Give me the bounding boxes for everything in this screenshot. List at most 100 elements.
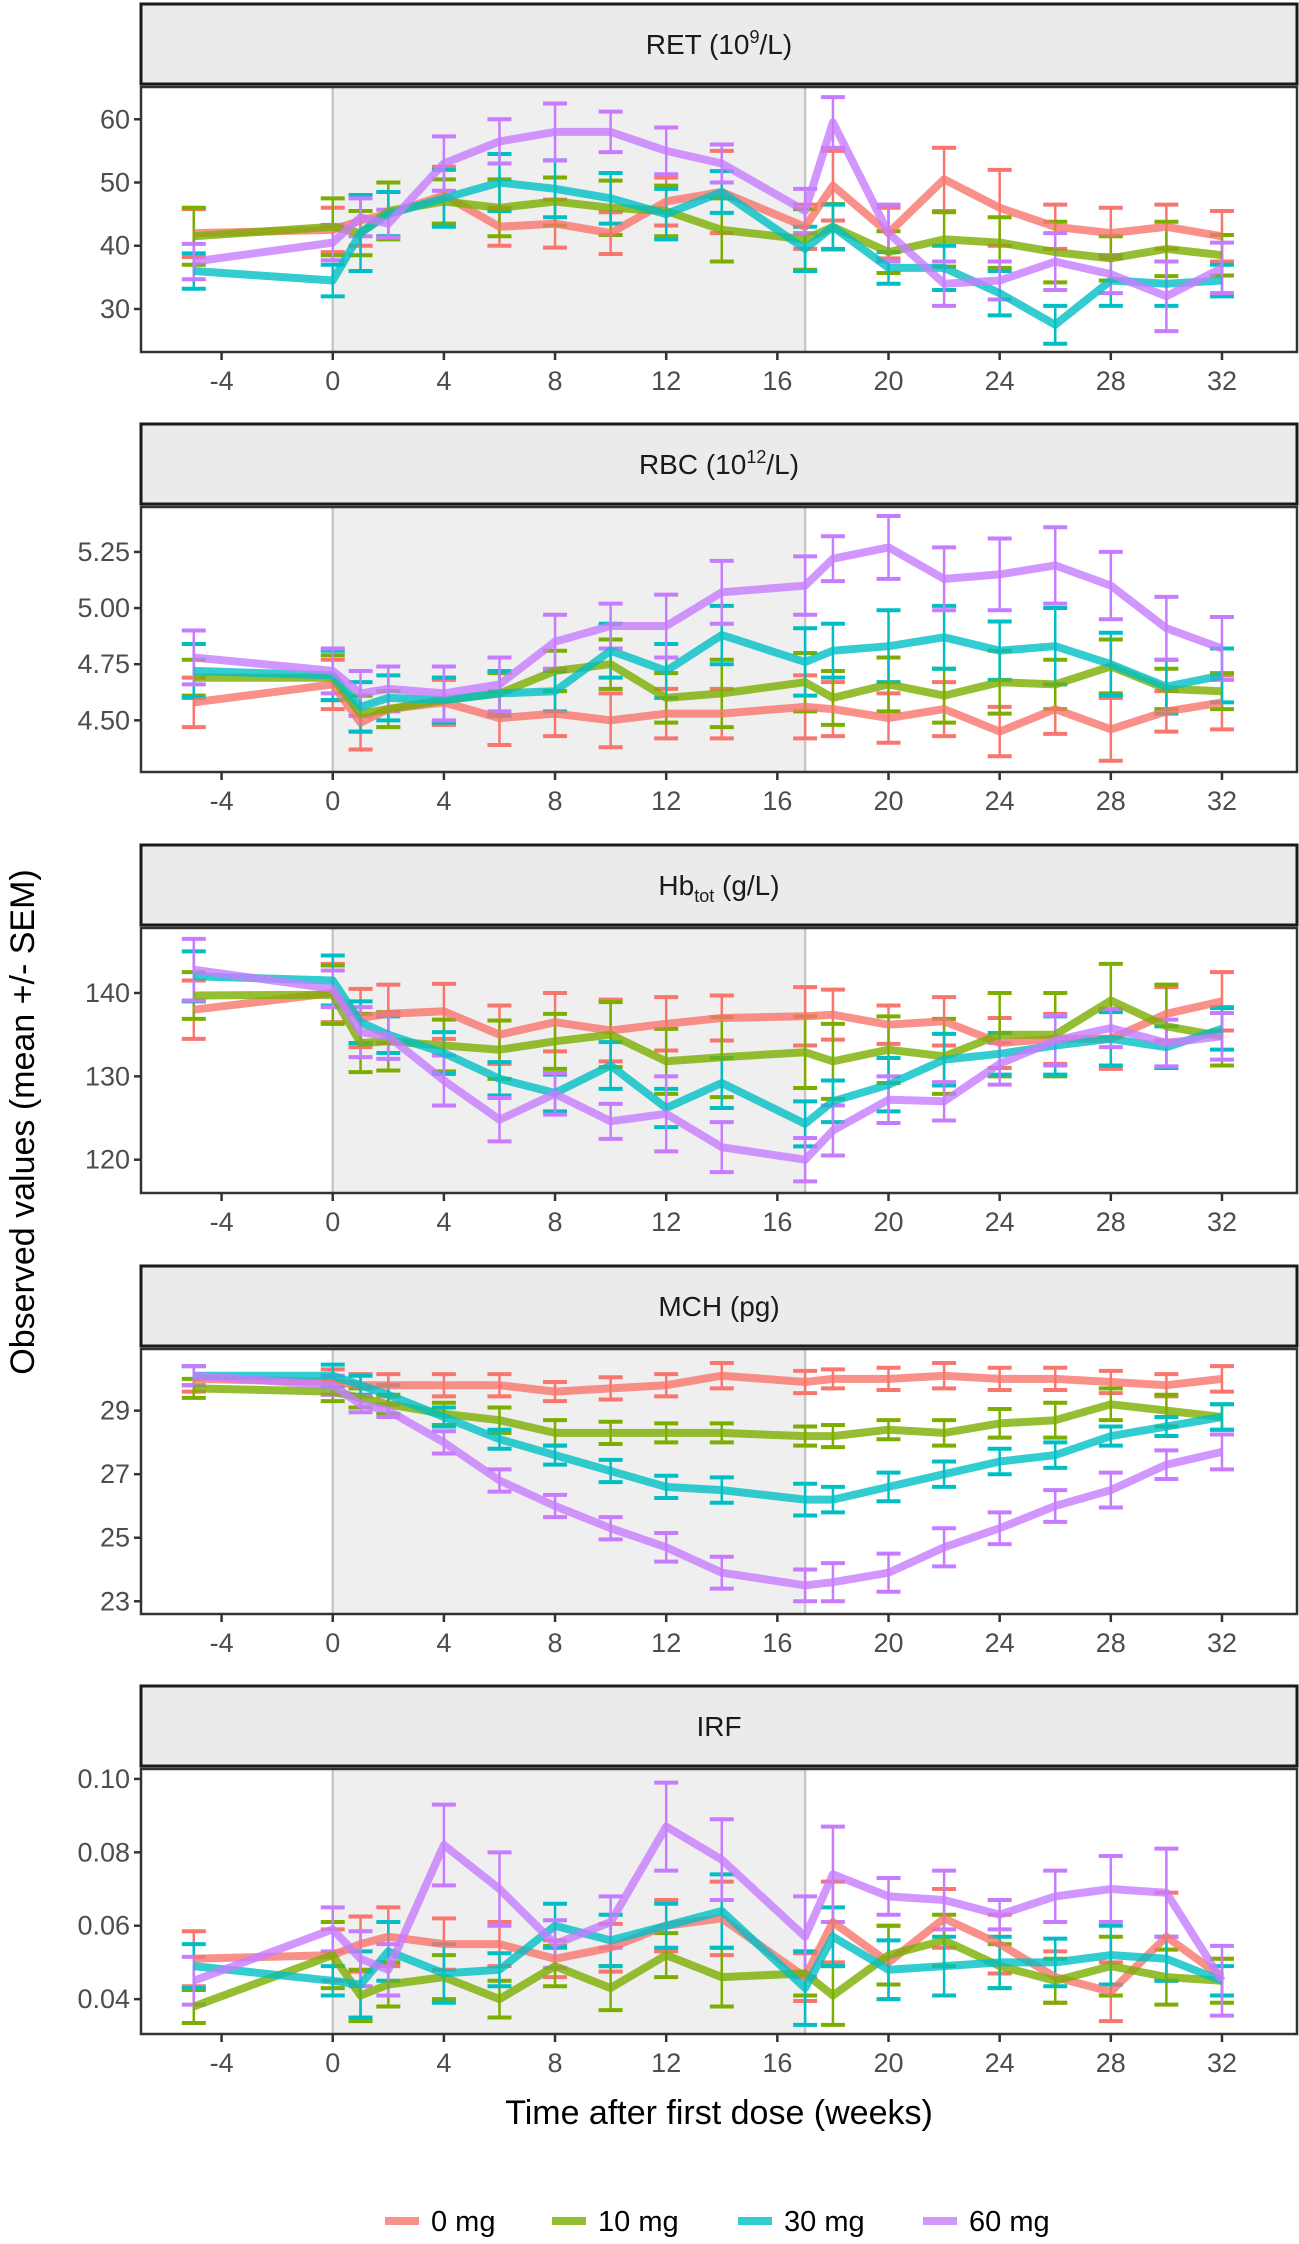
- series-line-60-mg: [193, 543, 1224, 698]
- x-tick-label: 12: [651, 1207, 681, 1237]
- x-tick-label: 8: [548, 786, 563, 816]
- error-bar: [181, 628, 206, 687]
- x-tick-label: 0: [325, 1628, 340, 1658]
- facet-title-text: RBC (10: [639, 449, 746, 480]
- x-tick-label: 16: [762, 1628, 792, 1658]
- x-tick-label: 32: [1207, 366, 1237, 396]
- y-tick-label: 130: [85, 1061, 130, 1091]
- y-tick-label: 120: [85, 1145, 130, 1175]
- x-tick-label: -4: [210, 2048, 234, 2078]
- series-line-10-mg: [193, 660, 1223, 718]
- legend: 0 mg 10 mg 30 mg 60 mg: [385, 2206, 1050, 2238]
- x-tick-label: 24: [985, 1207, 1015, 1237]
- x-tick-label: 12: [651, 786, 681, 816]
- x-tick-label: 16: [762, 1207, 792, 1237]
- x-tick-label: 20: [873, 2048, 903, 2078]
- series-line-0-mg: [193, 1371, 1223, 1396]
- x-tick-label: 32: [1207, 2048, 1237, 2078]
- facet-title-text: IRF: [696, 1711, 741, 1742]
- x-tick-label: 32: [1207, 786, 1237, 816]
- series-line-30-mg: [193, 1371, 1223, 1504]
- series-line-10-mg: [193, 1384, 1223, 1441]
- facet-title-text: RET (10: [646, 29, 750, 60]
- x-tick-label: 8: [548, 1628, 563, 1658]
- legend-item: 10 mg: [552, 2206, 679, 2238]
- legend-item: 60 mg: [923, 2206, 1050, 2238]
- x-tick-label: -4: [210, 786, 234, 816]
- y-tick-label: 4.75: [77, 649, 130, 679]
- x-tick-label: 16: [762, 786, 792, 816]
- y-axis-title: Observed values (mean +/- SEM): [4, 869, 42, 1374]
- y-tick-label: 25: [100, 1523, 130, 1553]
- facet-title-tail: (g/L): [714, 870, 779, 901]
- legend-label: 0 mg: [431, 2206, 495, 2238]
- x-tick-label: 24: [985, 786, 1015, 816]
- x-tick-label: 8: [548, 366, 563, 396]
- series-line-60-mg: [193, 1371, 1223, 1590]
- facet-strip: [139, 422, 1299, 506]
- x-tick-label: 8: [548, 2048, 563, 2078]
- x-tick-label: -4: [210, 366, 234, 396]
- x-axis-title: Time after first dose (weeks): [505, 2094, 933, 2132]
- x-tick-label: 24: [985, 2048, 1015, 2078]
- y-tick-label: 4.50: [77, 705, 130, 735]
- x-tick-label: 4: [436, 2048, 451, 2078]
- series-line-60-mg: [193, 118, 1224, 301]
- legend-item: 30 mg: [738, 2206, 865, 2238]
- panel-border: [139, 1347, 1299, 1616]
- x-tick-label: 12: [651, 2048, 681, 2078]
- y-tick-label: 40: [100, 231, 130, 261]
- facet-title: RBC (1012/L): [639, 447, 799, 480]
- dosing-period-shade: [332, 928, 806, 1193]
- dosing-period-shade: [332, 87, 806, 352]
- x-tick-label: -4: [210, 1207, 234, 1237]
- y-tick-label: 50: [100, 168, 130, 198]
- y-tick-label: 0.04: [77, 1984, 130, 2014]
- x-tick-label: 20: [873, 1628, 903, 1658]
- x-tick-label: 8: [548, 1207, 563, 1237]
- x-tick-label: 0: [325, 1207, 340, 1237]
- facet-strip: [139, 2, 1299, 86]
- y-tick-label: 27: [100, 1459, 130, 1489]
- x-tick-label: 20: [873, 366, 903, 396]
- y-tick-label: 0.10: [77, 1764, 130, 1794]
- series-line-60-mg: [192, 1822, 1226, 1985]
- legend-label: 60 mg: [969, 2206, 1050, 2238]
- series-line-30-mg: [193, 1907, 1224, 1993]
- x-tick-label: 4: [436, 1207, 451, 1237]
- panel-2: Hbtot (g/L) 120 130 140 -4 0 4 8 12 16 20 24 28 32: [85, 843, 1299, 1237]
- x-tick-label: 32: [1207, 1207, 1237, 1237]
- panel-1: RBC (1012/L)4.504.755.005.25-4 0 4 8 12 16 20 2…: [77, 422, 1299, 816]
- x-tick-label: 20: [873, 786, 903, 816]
- y-tick-label: 0.08: [77, 1837, 130, 1867]
- x-tick-label: 0: [325, 2048, 340, 2078]
- facet-title-subscript: tot: [694, 886, 714, 906]
- panel-4: IRF 0.04 0.06 0.08 0.10 -4 0 4 8 12 16 20 24 28 32: [77, 1684, 1299, 2078]
- x-tick-label: 24: [985, 366, 1015, 396]
- dosing-period-shade: [332, 1769, 806, 2034]
- y-tick-label: 5.00: [77, 593, 130, 623]
- facet-title: IRF: [696, 1711, 741, 1742]
- x-tick-label: 16: [762, 366, 792, 396]
- x-tick-label: 24: [985, 1628, 1015, 1658]
- facet-strip: [139, 1684, 1299, 1768]
- x-tick-label: 4: [436, 786, 451, 816]
- facet-title-tail: /L): [766, 449, 799, 480]
- y-tick-label: 29: [100, 1396, 130, 1426]
- x-tick-label: 32: [1207, 1628, 1237, 1658]
- x-tick-label: 16: [762, 2048, 792, 2078]
- series-line-60-mg: [193, 965, 1223, 1164]
- error-bar: [181, 936, 206, 1003]
- facet-title-superscript: 9: [750, 27, 760, 47]
- y-tick-label: 140: [85, 978, 130, 1008]
- facet-title: RET (109/L): [646, 27, 792, 60]
- x-tick-label: 20: [873, 1207, 903, 1237]
- y-tick-label: 60: [100, 104, 130, 134]
- series-line-30-mg: [193, 631, 1223, 711]
- x-tick-label: 0: [325, 786, 340, 816]
- y-tick-label: 30: [100, 294, 130, 324]
- x-tick-label: 28: [1096, 2048, 1126, 2078]
- facet-title-tail: /L): [760, 29, 793, 60]
